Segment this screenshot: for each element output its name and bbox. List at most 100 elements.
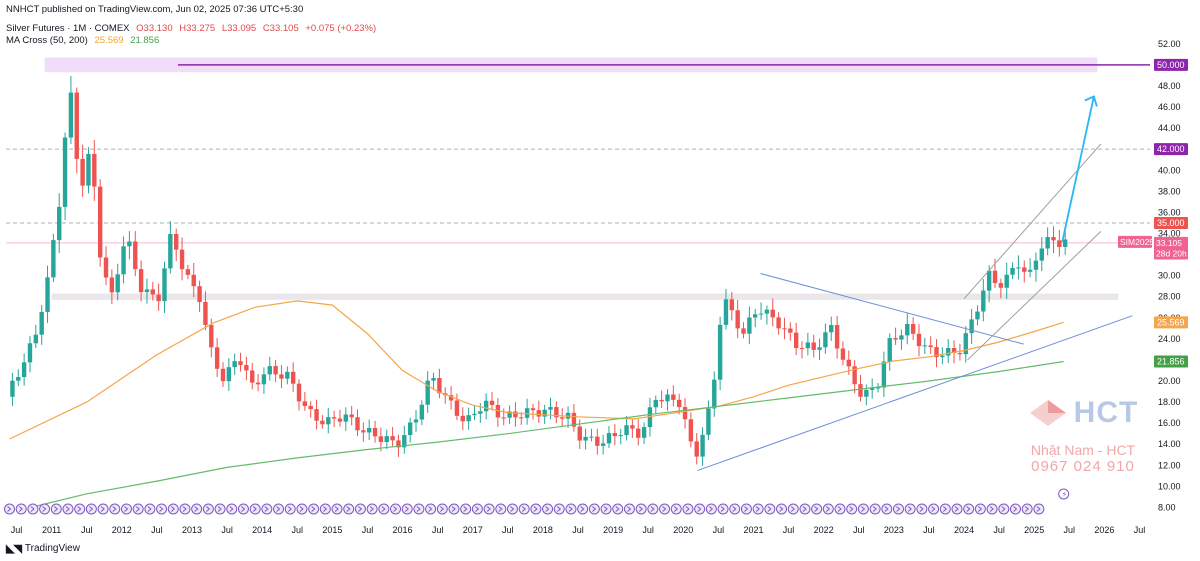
candle-body: [735, 310, 740, 329]
candle-body: [74, 92, 79, 159]
candle-body: [788, 328, 793, 333]
candle-body: [823, 332, 828, 348]
candle-body: [530, 408, 536, 411]
x-tick-label: 2014: [252, 525, 272, 535]
chevron-right-icon: [381, 506, 386, 512]
candle-body: [998, 283, 1004, 288]
event-icon: [752, 503, 764, 515]
x-tick-label: 2012: [112, 525, 132, 535]
event-icon: [202, 503, 214, 515]
y-tick-label: 44.00: [1158, 123, 1181, 133]
x-tick-label: Jul: [11, 525, 23, 535]
candle-body: [255, 382, 261, 385]
tradingview-logo[interactable]: ◣◥ TradingView: [6, 542, 80, 555]
event-icon: [167, 503, 179, 515]
x-tick-label: 2020: [673, 525, 693, 535]
candle-body: [80, 158, 85, 186]
candle-body: [378, 436, 384, 443]
event-icon: [1009, 503, 1021, 515]
event-icon: [109, 503, 121, 515]
chevron-right-icon: [124, 506, 129, 512]
candle-body: [191, 274, 196, 287]
candle-body: [992, 270, 998, 284]
candle-body: [852, 366, 857, 385]
event-icon: [237, 503, 249, 515]
candle-body: [466, 415, 471, 422]
event-icon: [506, 503, 518, 515]
chevron-right-icon: [77, 506, 82, 512]
candle-body: [583, 436, 588, 441]
candle-body: [910, 323, 916, 334]
chevron-right-icon: [323, 506, 328, 512]
chevron-right-icon: [498, 506, 503, 512]
y-tick-label: 30.00: [1158, 271, 1181, 281]
candle-body: [232, 361, 237, 368]
candle-body: [542, 409, 547, 417]
candle-body: [331, 417, 337, 419]
chevron-right-icon: [650, 506, 655, 512]
chevron-right-icon: [229, 506, 234, 512]
chevron-right-icon: [779, 506, 784, 512]
event-icon: [144, 503, 156, 515]
chevron-right-icon: [533, 506, 538, 512]
chevron-right-icon: [720, 506, 725, 512]
drawing-projection-arrow: [1061, 96, 1095, 243]
candle-body: [10, 380, 15, 397]
candle-body: [671, 394, 676, 400]
candle-body: [676, 399, 682, 408]
event-icon: [401, 503, 413, 515]
event-icon: [179, 503, 191, 515]
candle-body: [285, 371, 290, 379]
candle-body: [273, 366, 278, 375]
y-tick-label: 20.00: [1158, 376, 1181, 386]
candle-body: [244, 365, 249, 371]
candle-body: [407, 422, 413, 436]
chevron-right-icon: [849, 506, 854, 512]
chevron-right-icon: [802, 506, 807, 512]
event-icon: [85, 503, 97, 515]
candle-body: [296, 383, 302, 402]
candle-body: [1039, 248, 1044, 261]
chevron-right-icon: [393, 506, 398, 512]
candle-body: [478, 411, 483, 414]
drawing-triangle-top: [760, 273, 1024, 345]
event-icon: [97, 503, 109, 515]
price-label-bg: [1118, 235, 1152, 248]
lightning-event-icon: [1058, 488, 1070, 500]
event-icon: [156, 503, 168, 515]
chevron-right-icon: [709, 506, 714, 512]
symbol-legend: Silver Futures · 1M · COMEX O33.130 H33.…: [6, 23, 380, 34]
event-icon: [565, 503, 577, 515]
candle-body: [700, 434, 705, 457]
x-tick-label: 2017: [463, 525, 483, 535]
event-icon: [869, 503, 881, 515]
event-icon: [62, 503, 74, 515]
candle-body: [817, 347, 822, 350]
candle-body: [209, 324, 214, 348]
event-icon: [120, 503, 132, 515]
chevron-right-icon: [439, 506, 445, 512]
chevron-right-icon: [358, 506, 363, 512]
candle-body: [495, 404, 501, 418]
candle-body: [431, 378, 436, 381]
event-icon: [588, 503, 600, 515]
candle-body: [653, 399, 658, 408]
chevron-right-icon: [662, 506, 667, 512]
chevron-right-icon: [334, 506, 339, 512]
x-tick-label: Jul: [1064, 525, 1076, 535]
candle-body: [57, 206, 62, 241]
candle-body: [753, 314, 758, 318]
event-icon: [483, 503, 495, 515]
candle-body: [103, 257, 109, 278]
candle-body: [115, 274, 120, 293]
candle-body: [799, 348, 805, 350]
candle-body: [290, 371, 296, 384]
chevron-right-icon: [896, 506, 901, 512]
candle-body: [279, 374, 284, 379]
event-icon: [670, 503, 682, 515]
candle-body: [1004, 274, 1009, 288]
x-tick-label: Jul: [1134, 525, 1146, 535]
x-tick-label: Jul: [81, 525, 93, 535]
candle-body: [951, 347, 957, 354]
